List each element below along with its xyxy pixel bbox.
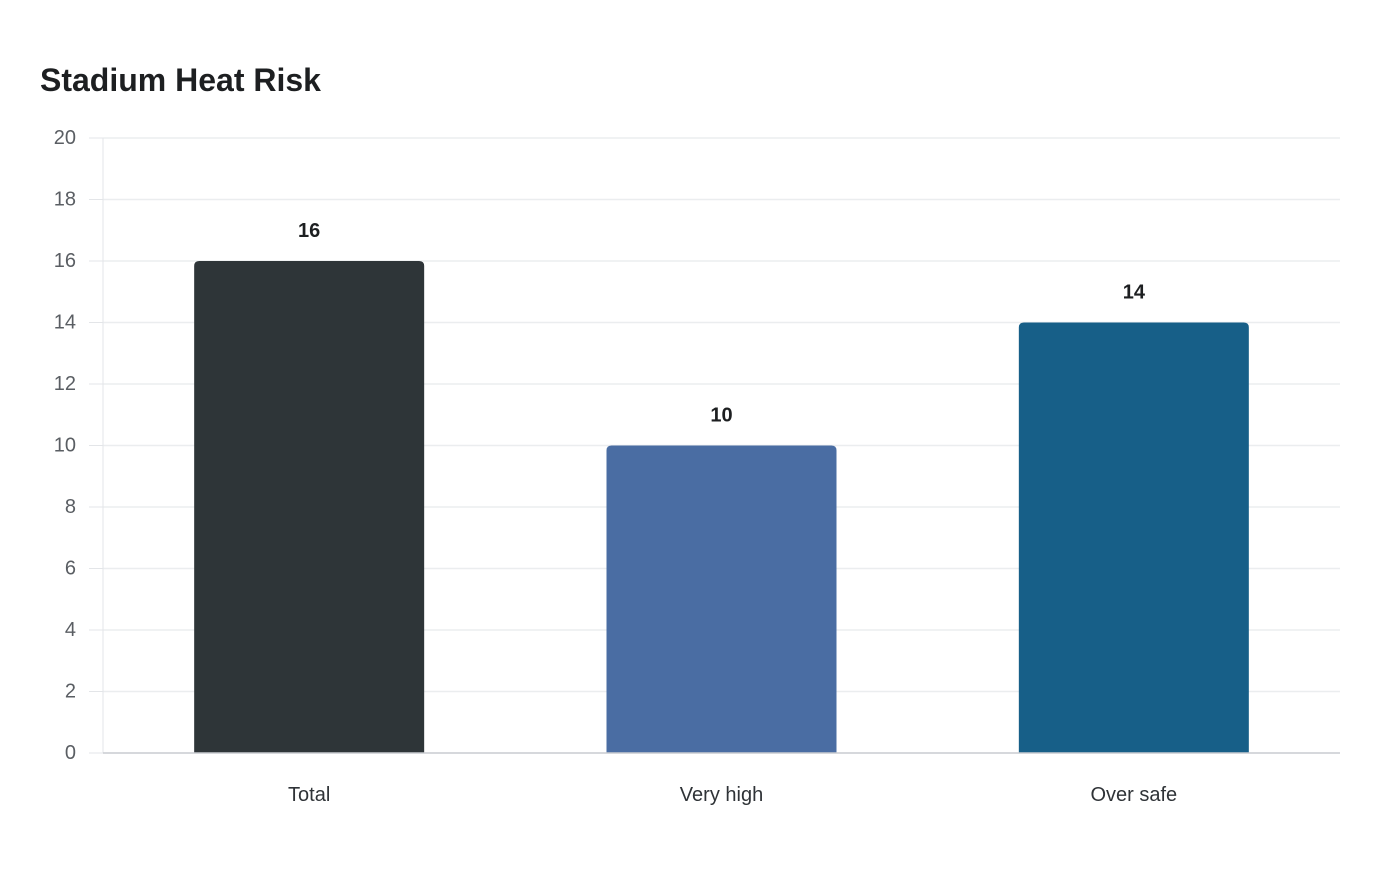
y-tick-label: 18 [54,189,76,211]
x-axis-category-label: Total [288,784,330,806]
y-tick-label: 10 [54,435,76,457]
bars [194,261,1249,753]
x-axis-category-label: Over safe [1090,784,1177,806]
x-axis-labels: Total Very high Over safe [288,784,1177,806]
bar-very-high [606,445,837,753]
y-axis-ticks: 0 2 4 6 8 10 12 14 16 18 20 [54,127,103,764]
y-tick-label: 6 [65,558,76,580]
chart-title: Stadium Heat Risk [40,62,321,98]
y-tick-label: 20 [54,127,76,149]
value-labels: 16 10 14 [298,220,1146,427]
x-axis-category-label: Very high [680,784,763,806]
y-tick-label: 4 [65,619,76,641]
bar-over-safe [1018,322,1249,753]
y-tick-label: 8 [65,496,76,518]
y-tick-label: 16 [54,250,76,272]
bar-value-label: 10 [710,405,732,427]
y-tick-label: 0 [65,742,76,764]
bar-total [194,261,425,753]
y-tick-label: 14 [54,312,76,334]
bar-value-label: 14 [1123,282,1146,304]
bar-value-label: 16 [298,220,320,242]
y-tick-label: 12 [54,373,76,395]
y-tick-label: 2 [65,681,76,703]
